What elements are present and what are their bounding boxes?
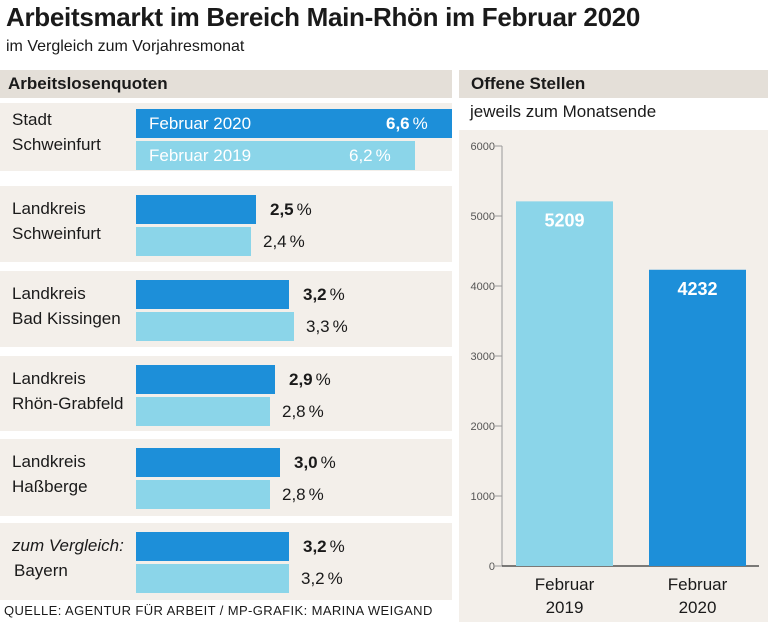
- percent-sign: %: [296, 200, 312, 219]
- value-label-2020: 6,6%: [386, 109, 428, 138]
- percent-sign: %: [329, 537, 345, 556]
- bar-february-2019: [136, 227, 251, 256]
- bar-february-2020: [136, 532, 289, 561]
- region-label-line2: Schweinfurt: [12, 135, 101, 154]
- percent-sign: %: [412, 114, 428, 133]
- value-number: 2,4: [263, 232, 287, 251]
- bar-february-2019: [136, 564, 289, 593]
- value-label-2020: 2,9%: [289, 365, 331, 394]
- region-label-line2: Rhön-Grabfeld: [12, 394, 124, 413]
- region-label: Landkreis Rhön-Grabfeld: [12, 366, 124, 416]
- region-label: Stadt Schweinfurt: [12, 107, 101, 157]
- value-number: 3,2: [301, 569, 325, 588]
- value-number: 6,2: [349, 146, 373, 165]
- source-credit: QUELLE: AGENTUR FÜR ARBEIT / MP-GRAFIK: …: [4, 603, 433, 618]
- region-label-line2: Bad Kissingen: [12, 309, 121, 328]
- region-label: Landkreis Schweinfurt: [12, 196, 101, 246]
- region-label-line1: Landkreis: [12, 452, 86, 471]
- bar-february-2020: [136, 365, 275, 394]
- x-category-label-line2: 2019: [546, 598, 584, 617]
- value-label-2019: 6,2%: [349, 141, 391, 170]
- bar-value-label: 4232: [677, 279, 717, 299]
- bar-february-2020: [136, 109, 452, 138]
- bar-february-2019: [136, 480, 270, 509]
- percent-sign: %: [329, 285, 345, 304]
- legend-label-2019: Februar 2019: [149, 146, 252, 165]
- left-panel-title: Arbeitslosenquoten: [0, 70, 452, 98]
- chart-subtitle: im Vergleich zum Vorjahresmonat: [6, 38, 245, 55]
- value-number: 3,2: [303, 537, 327, 556]
- bar-februar-2020: [649, 269, 746, 566]
- bar-february-2020: [136, 195, 256, 224]
- legend-label-2020: Februar 2020: [149, 114, 252, 133]
- region-label-line1: zum Vergleich:: [12, 536, 124, 555]
- value-number: 3,0: [294, 453, 318, 472]
- chart-title: Arbeitsmarkt im Bereich Main-Rhön im Feb…: [6, 2, 641, 32]
- value-label-2019: 3,3%: [306, 312, 348, 341]
- bar-february-2019: [136, 312, 294, 341]
- bar-february-2019: [136, 397, 270, 426]
- x-category-label-line1: Februar: [668, 575, 728, 594]
- value-label-2019: 3,2%: [301, 564, 343, 593]
- percent-sign: %: [308, 485, 324, 504]
- value-label-2019: 2,8%: [282, 480, 324, 509]
- right-panel-subtitle: jeweils zum Monatsende: [470, 102, 657, 121]
- region-label-line1: Landkreis: [12, 284, 86, 303]
- bar-february-2019: [136, 141, 415, 170]
- percent-sign: %: [315, 370, 331, 389]
- percent-sign: %: [308, 402, 324, 421]
- region-label: Landkreis Haßberge: [12, 449, 88, 499]
- y-tick-label: 3000: [471, 351, 495, 363]
- value-label-2020: 3,0%: [294, 448, 336, 477]
- value-label-2020: 3,2%: [303, 280, 345, 309]
- value-label-2019: 2,4%: [263, 227, 305, 256]
- y-tick-label: 0: [489, 561, 495, 573]
- value-label-2020: 3,2%: [303, 532, 345, 561]
- bar-february-2020: [136, 280, 289, 309]
- region-label-line1: Stadt: [12, 110, 52, 129]
- value-number: 3,2: [303, 285, 327, 304]
- bar-february-2020: [136, 448, 280, 477]
- region-label-line2: Schweinfurt: [12, 224, 101, 243]
- value-label-2020: 2,5%: [270, 195, 312, 224]
- value-number: 2,8: [282, 402, 306, 421]
- y-tick-label: 1000: [471, 491, 495, 503]
- region-label-line2: Haßberge: [12, 477, 88, 496]
- value-label-2019: 2,8%: [282, 397, 324, 426]
- percent-sign: %: [332, 317, 348, 336]
- region-label: zum Vergleich: Bayern: [12, 533, 124, 583]
- right-panel-title: Offene Stellen: [459, 70, 768, 98]
- y-tick-label: 6000: [471, 141, 495, 153]
- value-number: 2,9: [289, 370, 313, 389]
- value-number: 2,5: [270, 200, 294, 219]
- value-number: 2,8: [282, 485, 306, 504]
- y-tick-label: 2000: [471, 421, 495, 433]
- value-number: 6,6: [386, 114, 410, 133]
- region-label-line1: Landkreis: [12, 199, 86, 218]
- bar-februar-2019: [516, 201, 613, 566]
- y-tick-label: 5000: [471, 211, 495, 223]
- x-category-label-line1: Februar: [535, 575, 595, 594]
- region-label-line1: Landkreis: [12, 369, 86, 388]
- value-number: 3,3: [306, 317, 330, 336]
- percent-sign: %: [289, 232, 305, 251]
- y-tick-label: 4000: [471, 281, 495, 293]
- x-category-label-line2: 2020: [679, 598, 717, 617]
- percent-sign: %: [327, 569, 343, 588]
- percent-sign: %: [375, 146, 391, 165]
- job-openings-chart: 0 1000 2000 3000 4000 5000 6000 5209 Februar 2019…: [459, 130, 768, 622]
- region-label: Landkreis Bad Kissingen: [12, 281, 121, 331]
- bar-value-label: 5209: [544, 210, 584, 230]
- percent-sign: %: [320, 453, 336, 472]
- region-label-line2: Bayern: [14, 561, 68, 580]
